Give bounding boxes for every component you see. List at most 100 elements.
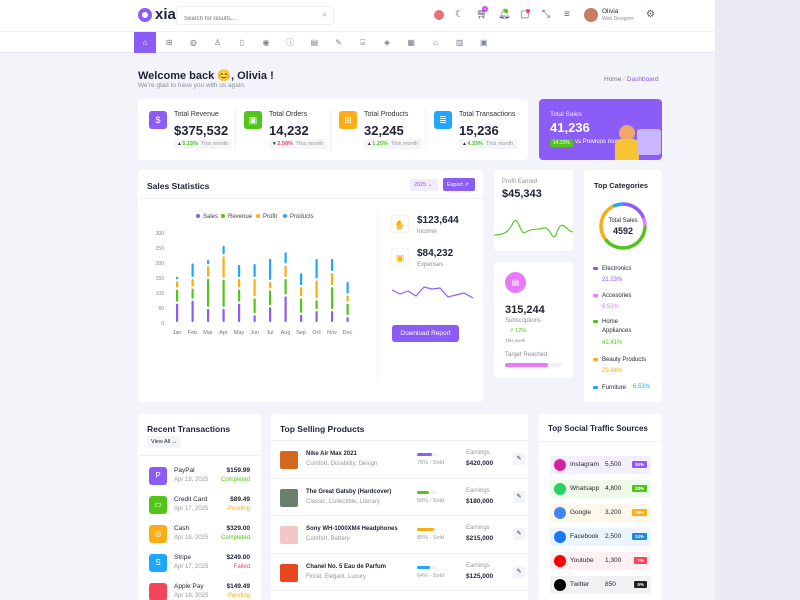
transaction-status: Completed	[220, 535, 250, 541]
legend-marker	[256, 214, 260, 218]
search-input[interactable]	[184, 16, 304, 22]
avatar[interactable]	[584, 8, 598, 22]
grid-icon[interactable]: ⊞	[165, 38, 173, 47]
product-row: The Great Gatsby (Hardcover) Classic, Col…	[271, 477, 528, 515]
transaction-icon: P	[149, 467, 167, 485]
bar-products-sep	[300, 273, 303, 286]
breadcrumb: Home / Dashboard	[604, 76, 659, 83]
social-item[interactable]: Google 3,200 18%	[550, 504, 651, 522]
social-item[interactable]: Instagram 5,500 30%	[550, 456, 651, 474]
user-role: Web Designer	[602, 16, 634, 22]
bar-products-apr	[222, 245, 225, 255]
social-traffic-title: Top Social Traffic Sources	[548, 424, 648, 433]
earnings-label: Earnings	[466, 562, 490, 569]
bar-sales-dec	[346, 317, 349, 322]
pen-icon[interactable]: ✎	[335, 38, 342, 47]
income-value: $123,644	[417, 215, 459, 226]
bar-sales-feb	[191, 300, 194, 322]
illustration-body	[615, 139, 639, 160]
social-name: Youtube	[570, 557, 594, 564]
logo[interactable]: xia	[155, 6, 176, 23]
edit-icon[interactable]: ✎	[513, 528, 525, 540]
gift-icon[interactable]: ⌸	[360, 37, 366, 47]
moon-icon[interactable]: ☾	[455, 9, 464, 20]
stat-icon: $	[149, 111, 167, 129]
table-icon[interactable]: ▦	[407, 38, 415, 47]
illustration-monitor	[637, 129, 661, 155]
category-dot	[593, 267, 598, 270]
file-icon[interactable]: ▯	[239, 38, 244, 47]
home-icon[interactable]: ⌂	[134, 32, 156, 53]
product-name[interactable]: The Great Gatsby (Hardcover)	[306, 488, 392, 495]
divider	[235, 109, 236, 151]
category-dot	[593, 386, 598, 389]
y-tick-label: 200	[156, 261, 165, 267]
transaction-name[interactable]: Apple Pay	[174, 583, 204, 590]
transaction-name[interactable]: Credit Card	[174, 496, 208, 503]
category-name: Home Appliances	[602, 319, 632, 334]
category-name: Electronics	[602, 266, 632, 272]
transaction-amount: $329.00	[226, 525, 251, 532]
icon-nav: ⌂ ⊞ ◍ ♙ ▯ ◉ ⓘ ▤ ✎ ⌸ ◈ ▦ ⌂ ▥ ▣	[0, 32, 715, 53]
transaction-date: Apr 18, 2025	[174, 593, 209, 599]
edit-icon[interactable]: ✎	[513, 453, 525, 465]
product-name[interactable]: Nike Air Max 2021	[306, 451, 357, 457]
sold-progress-fill	[417, 565, 430, 569]
layers-icon[interactable]: ◈	[383, 38, 391, 47]
y-tick-label: 50	[158, 306, 164, 312]
flag-icon[interactable]	[434, 10, 444, 20]
map-icon[interactable]: ▥	[455, 38, 464, 47]
box-icon[interactable]: ◍	[189, 38, 197, 47]
breadcrumb-home[interactable]: Home	[604, 76, 622, 83]
sold-progress-fill	[417, 453, 432, 456]
chat-icon[interactable]: ▢	[520, 9, 530, 20]
transaction-status: Failed	[233, 564, 250, 570]
gear-icon[interactable]: ⚙	[646, 9, 655, 20]
download-report-button[interactable]: Download Report	[392, 325, 459, 342]
sold-label: 64% - Sold	[417, 572, 444, 579]
legend-label: Products	[290, 214, 314, 220]
cart-icon[interactable]: 🛒︎	[476, 9, 489, 20]
categories-donut	[599, 202, 647, 250]
apps-icon[interactable]: ▣	[480, 38, 488, 47]
total-sales-value: 41,236	[550, 120, 590, 135]
stat-label: Total Transactions	[459, 111, 516, 118]
product-tags: Comfort, Durability, Design	[306, 461, 378, 467]
bar-revenue-apr	[222, 279, 225, 307]
category-percent: 6.53%	[602, 304, 620, 310]
info-icon[interactable]: ⓘ	[286, 38, 295, 47]
export-button[interactable]: Export ⇗	[443, 178, 475, 191]
bar-sales-nov	[331, 311, 334, 322]
bell-icon[interactable]: 🔔︎	[498, 9, 511, 20]
divider	[425, 109, 426, 151]
subscriptions-change: ↗ 12%	[509, 328, 527, 334]
bar-profit-sep	[300, 287, 303, 297]
document-icon[interactable]: ▤	[310, 38, 319, 47]
transaction-name[interactable]: PayPal	[174, 467, 195, 474]
edit-icon[interactable]: ✎	[513, 490, 525, 503]
transaction-name[interactable]: Cash	[174, 525, 190, 532]
view-all-button[interactable]: View All →	[147, 436, 182, 448]
medal-icon[interactable]: ♙	[214, 38, 222, 47]
fullscreen-icon[interactable]: ⤡	[542, 9, 550, 20]
bar-sales-may	[238, 303, 241, 322]
chart-icon[interactable]: ⌂	[432, 38, 438, 47]
profit-earned-card: Profit Earned $45,343	[494, 170, 573, 251]
social-item[interactable]: Youtube 1,300 7%	[550, 552, 651, 570]
social-item[interactable]: Facebook 2,500 14%	[550, 528, 651, 546]
social-item[interactable]: Twitter 850 5%	[550, 576, 651, 594]
menu-icon[interactable]: ≡	[564, 9, 570, 20]
year-select[interactable]: 2025 ⌄	[410, 179, 438, 191]
transaction-status: Pending	[227, 506, 250, 512]
stat-label: Total Products	[364, 111, 409, 118]
search-box[interactable]: ⌕	[176, 6, 334, 25]
google-icon	[554, 507, 566, 519]
palette-icon[interactable]: ◉	[262, 38, 270, 47]
social-item[interactable]: Whatsapp 4,800 28%	[550, 480, 651, 498]
product-name[interactable]: Sony WH-1000XM4 Headphones	[306, 526, 398, 532]
transaction-name[interactable]: Stripe	[174, 554, 191, 561]
x-tick-label: Aug	[281, 330, 291, 336]
search-icon[interactable]: ⌕	[322, 10, 327, 19]
product-name[interactable]: Chanel No. 5 Eau de Parfum	[306, 563, 387, 570]
edit-icon[interactable]: ✎	[513, 565, 525, 578]
